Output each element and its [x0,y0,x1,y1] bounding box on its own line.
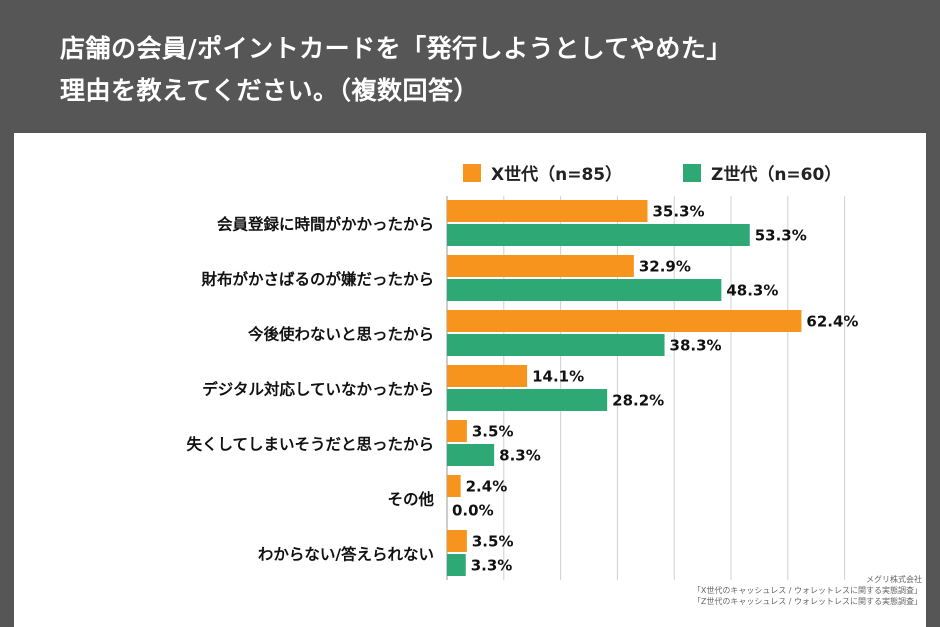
bar-x-gen [447,475,461,497]
data-label: 2.4% [466,478,508,496]
chart-title: 店舗の会員/ポイントカードを「発行しようとしてやめた」 理由を教えてください。（… [60,28,920,112]
category-label: 会員登録に時間がかかったから [217,215,434,234]
bar-z-gen [447,389,608,411]
bar-x-gen [447,200,648,222]
source-note: メグリ株式会社 「X世代のキャッシュレス / ウォレットレスに関する実態調査」 … [622,574,922,607]
data-label: 62.4% [806,313,858,331]
bar-z-gen [447,444,495,466]
bar-x-gen [447,530,467,552]
source-ref-z: 「Z世代のキャッシュレス / ウォレットレスに関する実態調査」 [692,597,922,606]
bar-x-gen [447,310,802,332]
bar-z-gen [447,554,466,576]
legend-label-x-gen: X世代（n=85） [491,165,623,185]
data-label: 3.3% [471,557,513,575]
category-label: 財布がかさばるのが嫌だったから [201,270,434,289]
data-label: 3.5% [472,423,514,441]
data-label: 8.3% [499,447,541,465]
data-label: 14.1% [532,368,584,386]
bar-x-gen [447,255,634,277]
legend-swatch-x-gen [463,163,481,182]
legend-item-x-gen: X世代（n=85） [463,160,622,185]
category-label: 今後使わないと思ったから [248,325,434,344]
category-label: デジタル対応していなかったから [202,380,434,399]
legend-swatch-z-gen [683,163,701,182]
source-ref-x: 「X世代のキャッシュレス / ウォレットレスに関する実態調査」 [692,586,922,595]
data-label: 28.2% [612,392,664,410]
data-label: 32.9% [639,258,691,276]
data-label: 3.5% [472,533,514,551]
legend-item-z-gen: Z世代（n=60） [683,160,841,185]
title-line-2: 理由を教えてください。（複数回答） [60,76,480,105]
data-label: 48.3% [726,282,778,300]
data-label: 53.3% [755,227,807,245]
title-line-1: 店舗の会員/ポイントカードを「発行しようとしてやめた」 [60,34,732,63]
source-company: メグリ株式会社 [866,575,922,584]
data-label: 38.3% [670,337,722,355]
data-label: 35.3% [653,203,705,221]
category-label: その他 [387,490,434,509]
bar-z-gen [447,334,665,356]
category-label: わからない/答えられない [258,545,434,564]
legend: X世代（n=85） Z世代（n=60） [0,160,940,185]
bar-z-gen [447,224,750,246]
category-label: 失くしてしまいそうだと思ったから [186,435,434,454]
bar-x-gen [447,420,467,442]
bar-z-gen [447,279,722,301]
bar-x-gen [447,365,528,387]
legend-label-z-gen: Z世代（n=60） [711,165,842,185]
data-label: 0.0% [452,502,494,520]
